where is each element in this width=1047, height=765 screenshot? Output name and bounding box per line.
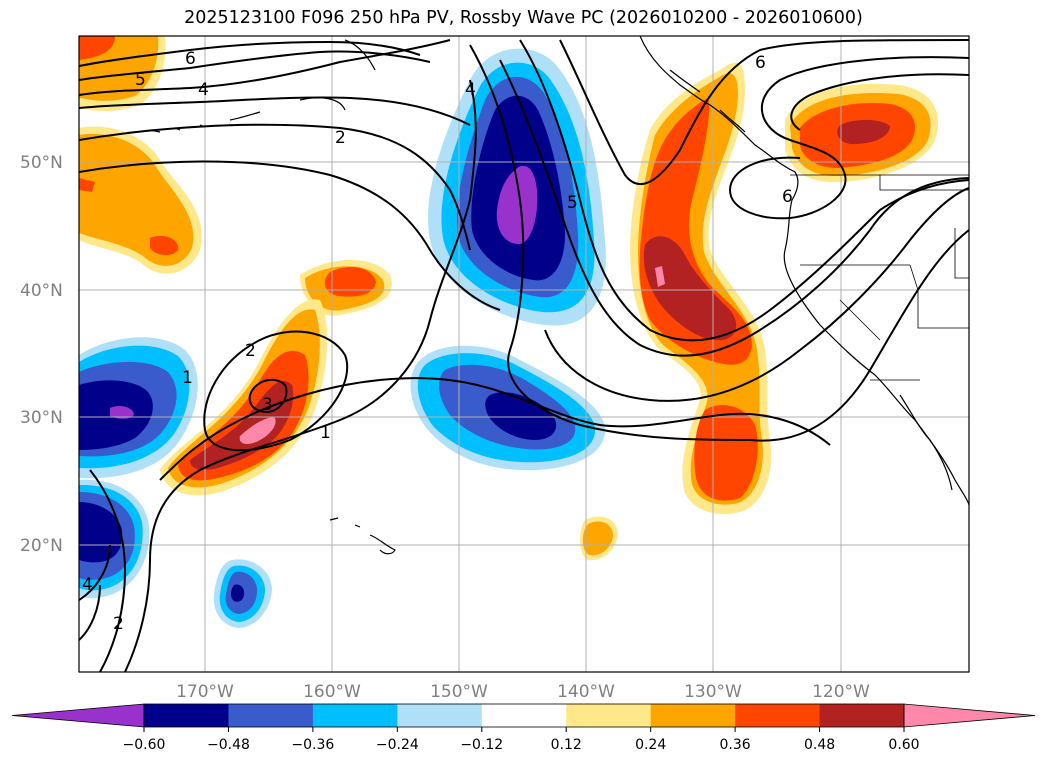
colorbar-segment <box>228 704 314 727</box>
contour-label: 5 <box>135 70 146 90</box>
colorbar-segment <box>566 704 652 727</box>
colorbar-tick-label: −0.12 <box>460 737 503 753</box>
colorbar-segment <box>481 704 567 727</box>
colorbar-ticks: −0.60 −0.48 −0.36 −0.24 −0.12 0.12 0.24 0.36 0.4… <box>123 727 920 753</box>
contour-label: 4 <box>465 80 476 100</box>
contour-label: 6 <box>185 49 196 69</box>
contour-label: 2 <box>245 341 256 361</box>
contour-label: 2 <box>335 128 346 148</box>
contour-label: 5 <box>567 193 578 213</box>
colorbar-segment <box>312 704 398 727</box>
lat-label: 20°N <box>20 536 63 556</box>
contour-label: 1 <box>182 368 193 388</box>
positive-anomaly-east <box>580 62 939 561</box>
colorbar-segment <box>397 704 483 727</box>
negative-anomaly-small <box>213 559 272 628</box>
colorbar-extend-high <box>903 703 1036 728</box>
pv-contours <box>79 39 969 672</box>
colorbar-frame <box>143 703 905 728</box>
contour-label: 4 <box>82 575 93 595</box>
colorbar-segment <box>650 704 736 727</box>
colorbar-tick-label: 0.48 <box>804 737 835 753</box>
colorbar <box>11 703 1036 728</box>
longitude-labels: 170°W 160°W 150°W 140°W 130°W 120°W <box>176 682 870 702</box>
colorbar-extend-low <box>11 703 145 728</box>
lat-label: 40°N <box>20 281 63 301</box>
colorbar-tick-label: 0.12 <box>551 737 582 753</box>
colorbar-tick-label: 0.36 <box>720 737 751 753</box>
contour-label: 3 <box>262 395 273 415</box>
lon-label: 130°W <box>684 682 742 702</box>
lon-label: 120°W <box>812 682 870 702</box>
lon-label: 170°W <box>176 682 234 702</box>
contour-label: 6 <box>755 53 766 73</box>
colorbar-segment <box>144 704 229 727</box>
contour-label: 2 <box>113 614 124 634</box>
contour-labels: 6 5 4 2 4 5 6 6 2 1 3 1 2 4 <box>82 49 793 634</box>
latitude-labels: 50°N 40°N 30°N 20°N <box>20 153 63 556</box>
colorbar-segment <box>819 704 905 727</box>
contour-label: 4 <box>198 80 209 100</box>
positive-anomaly-central-west <box>160 260 392 496</box>
colorbar-tick-label: 0.60 <box>888 737 919 753</box>
contour-label: 1 <box>320 423 331 443</box>
map-frame <box>78 35 970 673</box>
lat-label: 50°N <box>20 153 63 173</box>
lon-label: 140°W <box>557 682 615 702</box>
map-title: 2025123100 F096 250 hPa PV, Rossby Wave … <box>184 8 863 28</box>
lon-label: 160°W <box>303 682 361 702</box>
negative-anomaly-west <box>79 337 198 599</box>
map-area: 6 5 4 2 4 5 6 6 2 1 3 1 2 4 <box>79 36 969 672</box>
contour-label: 6 <box>782 187 793 207</box>
colorbar-tick-label: −0.36 <box>291 737 334 753</box>
colorbar-tick-label: −0.60 <box>123 737 166 753</box>
lon-label: 150°W <box>430 682 488 702</box>
colorbar-segment <box>735 704 821 727</box>
colorbar-tick-label: −0.24 <box>376 737 419 753</box>
lat-label: 30°N <box>20 408 63 428</box>
colorbar-tick-label: 0.24 <box>635 737 666 753</box>
colorbar-tick-label: −0.48 <box>207 737 250 753</box>
